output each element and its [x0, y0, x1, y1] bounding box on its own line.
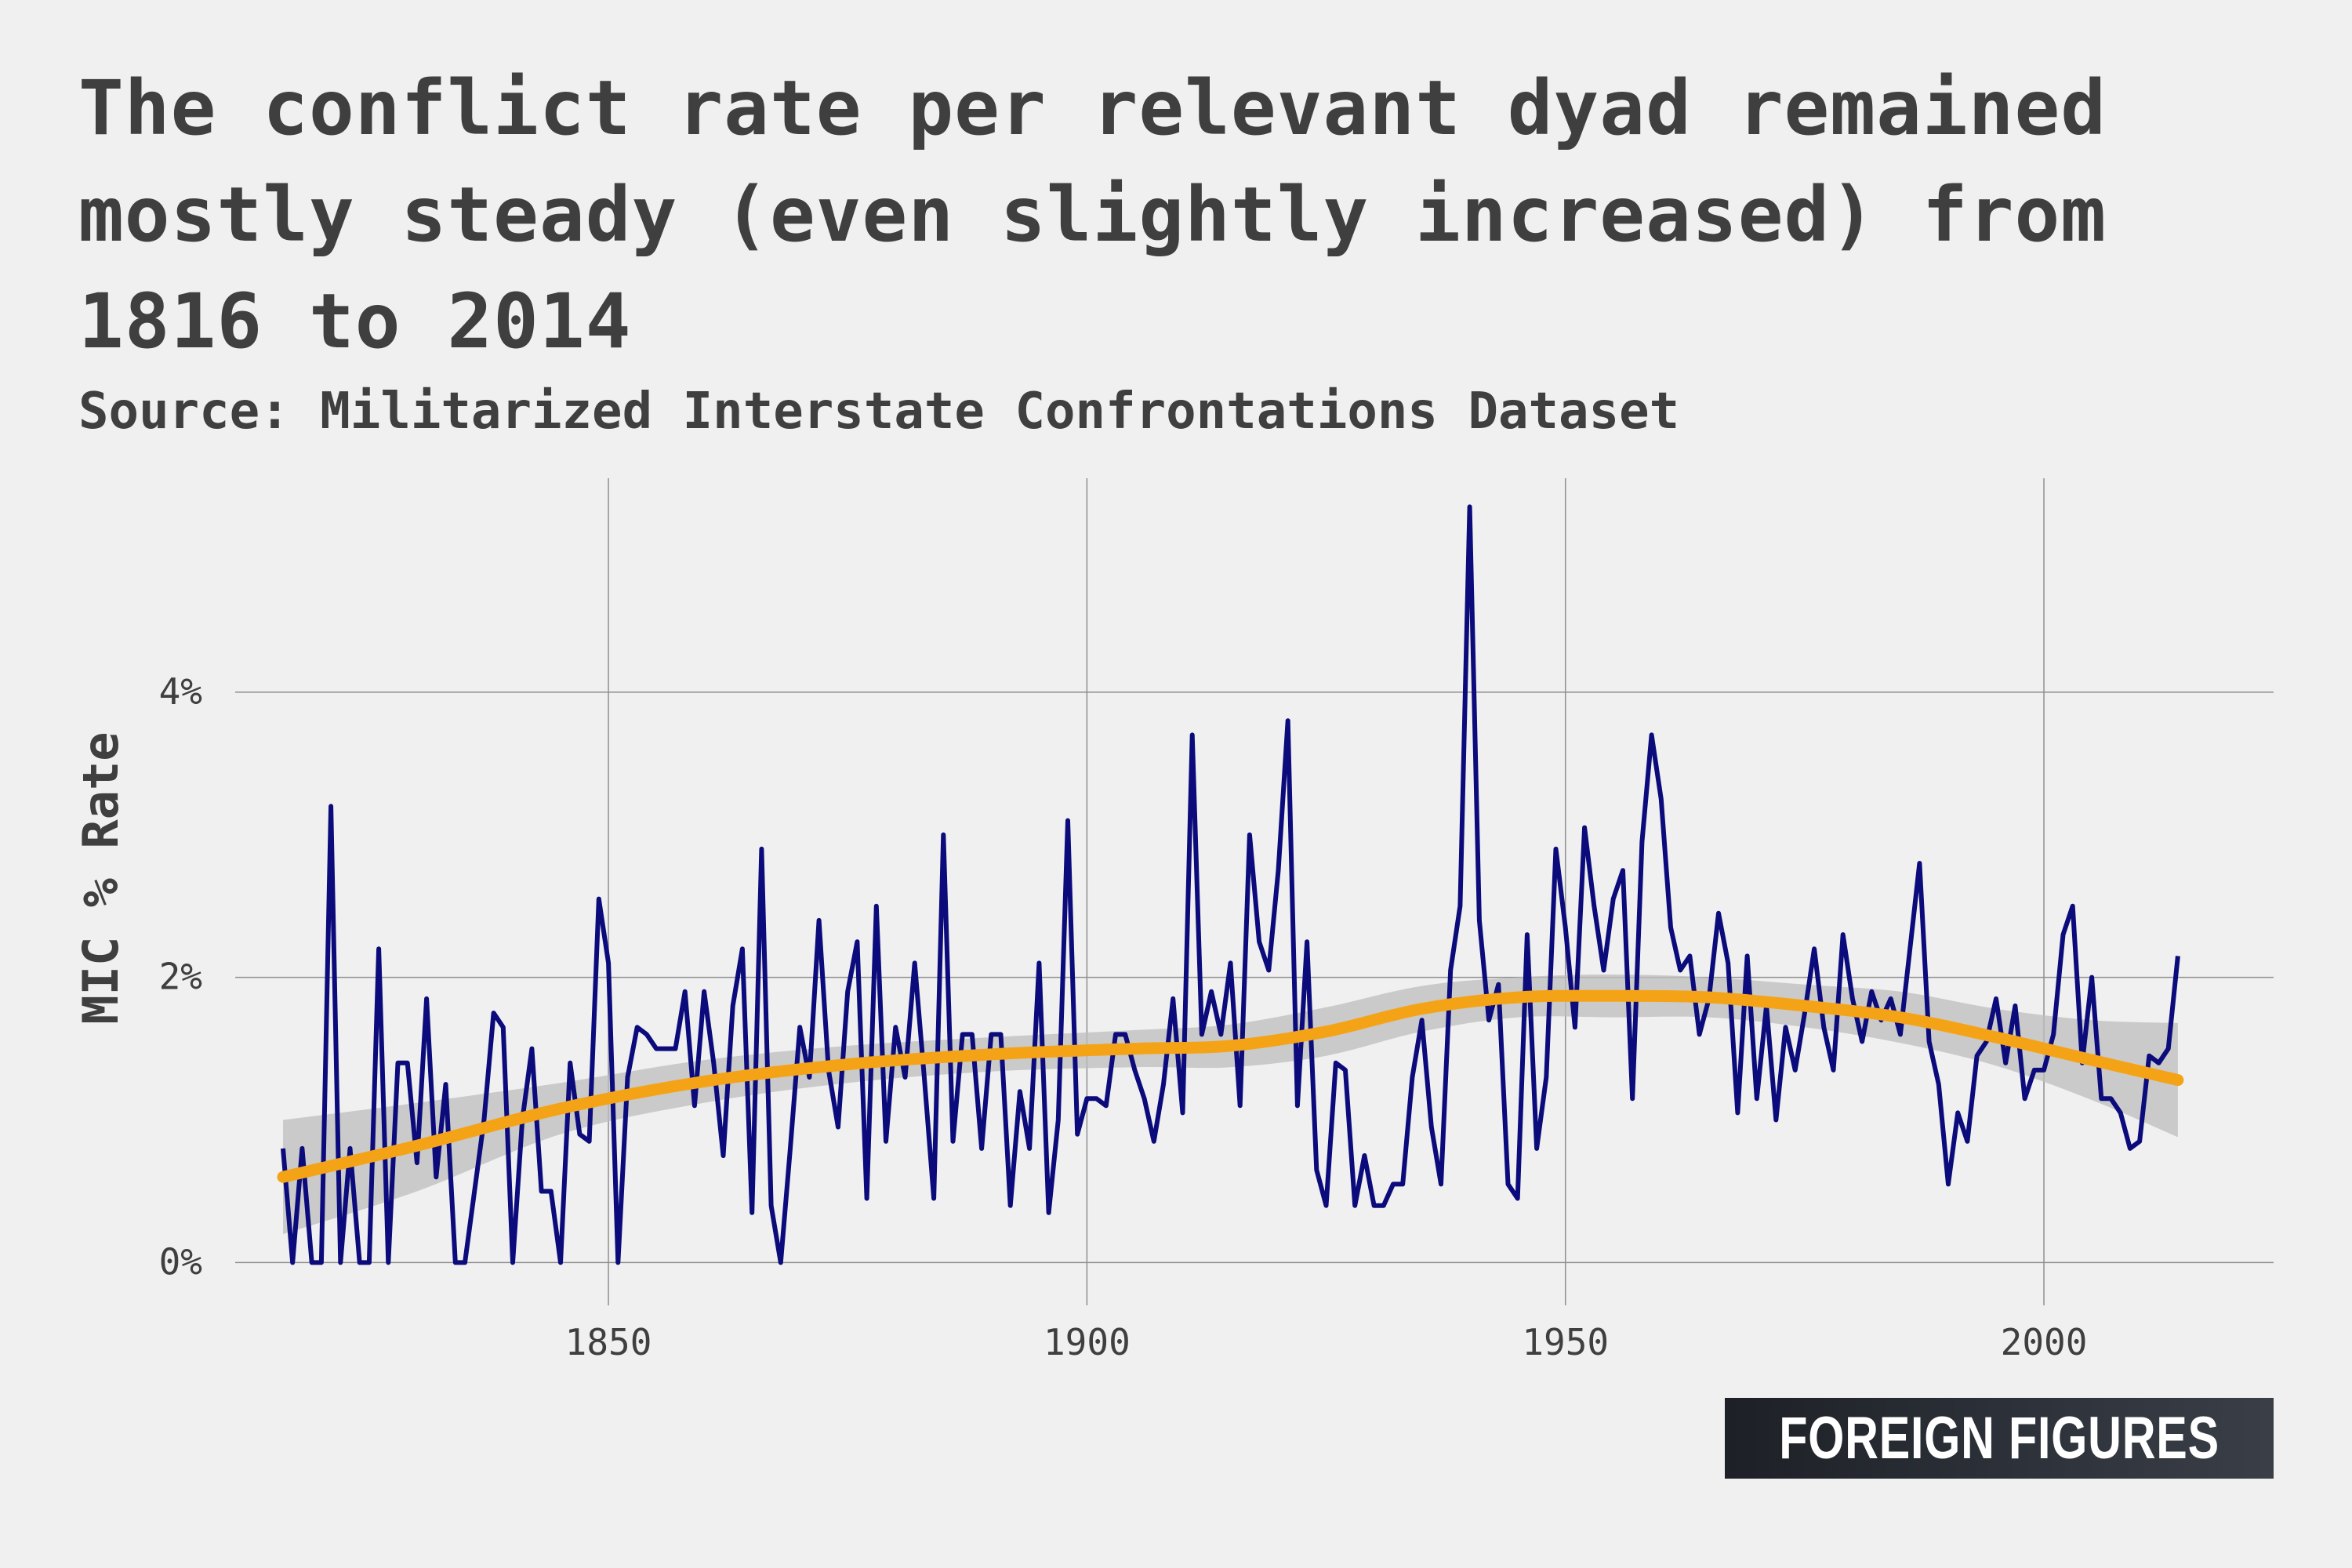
confidence-band: [283, 975, 2178, 1235]
chart-title: The conflict rate per relevant dyad rema…: [78, 64, 2107, 365]
grid-lines: [235, 478, 2274, 1305]
chart-subtitle: Source: Militarized Interstate Confronta…: [78, 383, 1680, 441]
y-axis-title: MIC % Rate: [72, 731, 129, 1024]
tick-labels: 1850 1900 1950 2000 0% 2% 4%: [159, 670, 2088, 1363]
brand-logo: FOREIGN FIGURES: [1725, 1398, 2274, 1479]
brand-logo-text: FOREIGN FIGURES: [1779, 1405, 2220, 1472]
y-tick-label: 0%: [159, 1240, 202, 1283]
x-tick-label: 2000: [2001, 1321, 2088, 1363]
trend-group: [277, 989, 2184, 1183]
x-tick-label: 1900: [1044, 1321, 1131, 1363]
x-tick-label: 1950: [1522, 1321, 1609, 1363]
trend-line: [277, 989, 2184, 1183]
mic-rate-line: [281, 504, 2180, 1265]
y-tick-label: 2%: [159, 956, 202, 998]
y-tick-label: 4%: [159, 670, 202, 713]
x-tick-label: 1850: [565, 1321, 652, 1363]
confidence-band-group: [283, 975, 2178, 1235]
series-group: [281, 504, 2180, 1265]
